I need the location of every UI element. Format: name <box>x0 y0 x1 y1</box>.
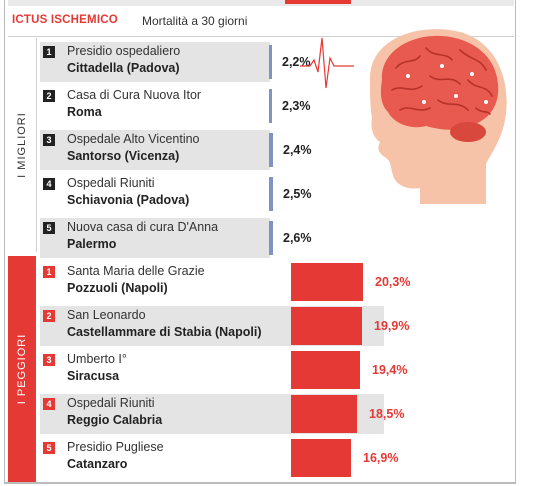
bar <box>291 439 351 477</box>
hospital-location: Catanzaro <box>67 457 128 471</box>
table-row: 3 Umberto I° Siracusa <box>40 350 384 390</box>
hospital-location: Santorso (Vicenza) <box>67 149 180 163</box>
hospital-location: Pozzuoli (Napoli) <box>67 281 168 295</box>
brain-head-icon <box>300 29 507 205</box>
worst-group-label-panel: I PEGGIORI <box>8 256 36 482</box>
section-subtitle: Mortalità a 30 giorni <box>142 14 248 28</box>
bar <box>291 307 362 345</box>
bar <box>291 351 360 389</box>
bottom-border <box>4 482 515 484</box>
table-row: 3 Ospedale Alto Vicentino Santorso (Vicenz… <box>40 130 270 170</box>
rank-badge: 4 <box>43 178 55 190</box>
infographic-frame <box>4 0 516 484</box>
rank-badge: 2 <box>43 310 55 322</box>
rank-badge: 4 <box>43 398 55 410</box>
data-label: 19,9% <box>374 319 410 333</box>
previous-section-strip <box>8 0 514 6</box>
hospital-location: Reggio Calabria <box>67 413 163 427</box>
hospital-name: Presidio ospedaliero <box>67 44 181 58</box>
data-label: 19,4% <box>372 363 408 377</box>
hospital-location: Siracusa <box>67 369 120 383</box>
best-group-label: I MIGLIORI <box>16 112 28 178</box>
hospital-location: Palermo <box>67 237 117 251</box>
hospital-name: San Leonardo <box>67 308 146 322</box>
worst-group-label: I PEGGIORI <box>16 333 28 405</box>
previous-section-bar <box>285 0 351 4</box>
data-label: 18,5% <box>369 407 405 421</box>
brain-folds <box>391 47 493 115</box>
data-label: 20,3% <box>375 275 411 289</box>
hospital-location: Schiavonia (Padova) <box>67 193 190 207</box>
bar <box>291 395 357 433</box>
data-label: 2,6% <box>283 231 312 245</box>
rank-badge: 5 <box>43 442 55 454</box>
rank-badge: 3 <box>43 134 55 146</box>
bar <box>269 89 272 123</box>
rank-badge: 2 <box>43 90 55 102</box>
table-row: 4 Ospedali Riuniti Schiavonia (Padova) <box>40 174 270 214</box>
bar <box>269 221 273 255</box>
hospital-name: Ospedali Riuniti <box>67 176 155 190</box>
bar <box>291 263 363 301</box>
bar <box>269 133 273 167</box>
hospital-name: Casa di Cura Nuova Itor <box>67 88 202 102</box>
hospital-name: Ospedali Riuniti <box>67 396 155 410</box>
best-group-label-panel: I MIGLIORI <box>8 38 37 252</box>
rank-badge: 5 <box>43 222 55 234</box>
hospital-name: Santa Maria delle Grazie <box>67 264 205 278</box>
section-title: ICTUS ISCHEMICO <box>12 14 118 26</box>
table-row: 5 Presidio Pugliese Catanzaro <box>40 438 384 478</box>
rank-badge: 1 <box>43 266 55 278</box>
hospital-location: Castellammare di Stabia (Napoli) <box>67 325 262 339</box>
neuron-dots <box>406 64 488 104</box>
data-label: 2,4% <box>283 143 312 157</box>
table-row: 2 Casa di Cura Nuova Itor Roma <box>40 86 270 126</box>
hospital-location: Cittadella (Padova) <box>67 61 180 75</box>
rank-badge: 1 <box>43 46 55 58</box>
rank-badge: 3 <box>43 354 55 366</box>
bar <box>269 45 272 79</box>
hospital-name: Presidio Pugliese <box>67 440 164 454</box>
hospital-name: Nuova casa di cura D'Anna <box>67 220 219 234</box>
table-row: 5 Nuova casa di cura D'Anna Palermo <box>40 218 270 258</box>
hospital-location: Roma <box>67 105 102 119</box>
bar <box>269 177 273 211</box>
data-label: 16,9% <box>363 451 399 465</box>
table-row: 1 Santa Maria delle Grazie Pozzuoli (Napol… <box>40 262 384 302</box>
hospital-name: Umberto I° <box>67 352 127 366</box>
brain-shape <box>380 35 499 130</box>
data-label: 2,5% <box>283 187 312 201</box>
table-row: 1 Presidio ospedaliero Cittadella (Padova) <box>40 42 270 82</box>
hospital-name: Ospedale Alto Vicentino <box>67 132 200 146</box>
cerebellum <box>450 122 486 142</box>
section-header: ICTUS ISCHEMICO Mortalità a 30 giorni <box>8 10 514 37</box>
ecg-pulse-icon <box>300 37 354 89</box>
data-label: 2,3% <box>282 99 311 113</box>
